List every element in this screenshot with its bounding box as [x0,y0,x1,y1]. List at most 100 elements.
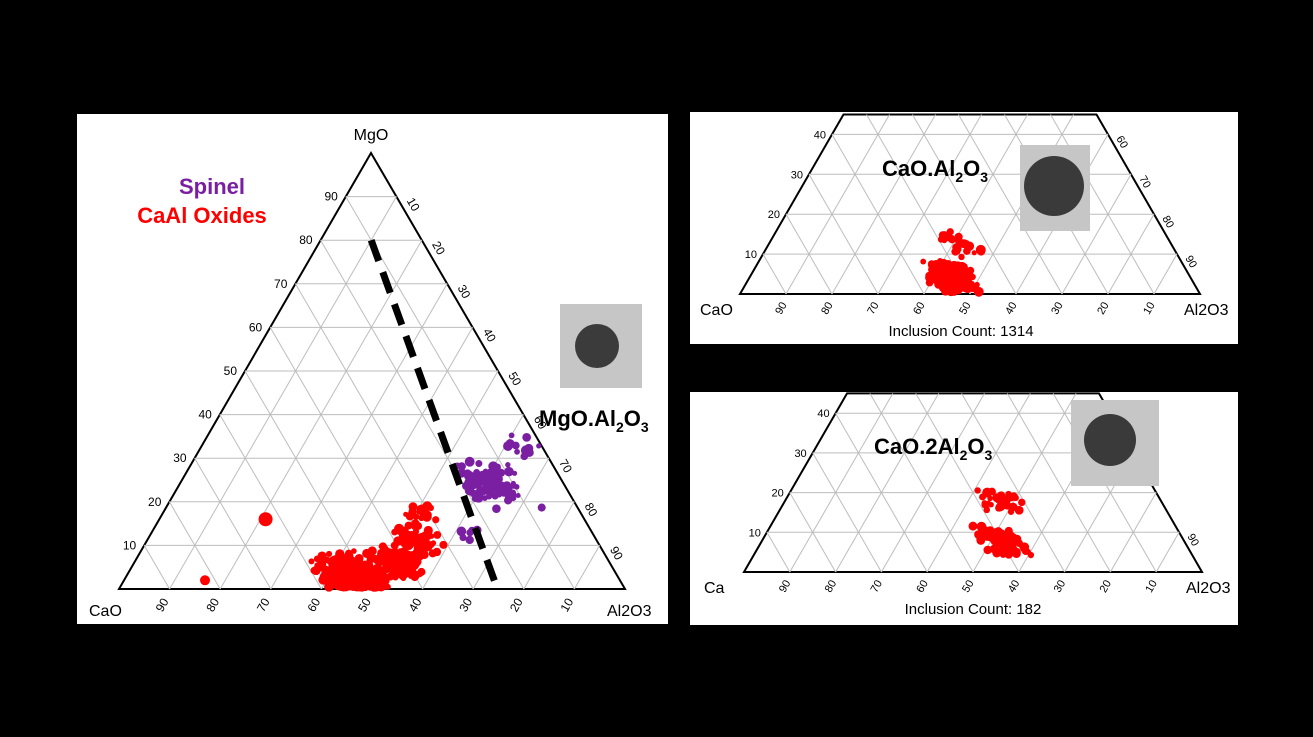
tick-label: 80 [823,578,840,595]
data-point [383,563,391,571]
tick-label: 10 [558,595,577,614]
tick-label: 80 [582,500,601,519]
tick-label: 80 [819,300,836,317]
data-point [338,558,344,564]
tick-label: 10 [1141,300,1158,317]
tick-label: 60 [914,578,931,595]
data-point [318,560,325,566]
tick-label: 10 [749,527,761,539]
grid-line [789,492,837,573]
data-point [1004,549,1014,559]
data-point [347,582,356,591]
cao-2al2o3-zoom-panel: 102030409080706050403020106090 CaO.2Al2O… [688,390,1240,627]
ternary-points [200,432,546,592]
grid-line [880,393,985,573]
tick-label: 70 [274,277,288,291]
data-point [416,571,423,578]
tick-label: 90 [607,544,626,563]
zoom-chart-bottom: 102030409080706050403020106090 CaO.2Al2O… [704,392,1231,618]
data-point [976,536,986,545]
tick-label: 30 [791,169,803,181]
tick-label: 50 [957,300,974,317]
data-point [400,559,411,570]
vertex-label-al2o3: Al2O3 [1184,302,1229,319]
data-point [1010,492,1018,501]
data-point [412,513,420,520]
grid-line [789,393,894,573]
tick-label: 90 [153,595,172,614]
data-point [502,481,512,491]
data-point [971,250,977,256]
tick-label: 60 [1113,134,1130,151]
data-point [989,544,999,554]
data-point [496,468,506,477]
grid-line [1155,532,1180,573]
data-point [417,547,426,557]
data-point [522,432,532,442]
data-point [456,526,467,537]
data-point [405,570,413,577]
data-point [940,231,949,240]
tick-label: 10 [404,195,423,214]
data-point [1018,498,1026,507]
data-point [346,576,354,584]
data-point [981,501,989,509]
data-point [936,279,945,288]
data-point [427,504,434,512]
zoom-points-top [920,228,986,297]
grid-line [785,114,890,295]
data-point [475,460,483,468]
data-point [974,487,981,494]
data-point [995,497,1002,504]
grid-line [1006,393,1111,573]
data-point [350,548,357,554]
data-point [414,522,423,530]
data-point [496,486,504,493]
data-point [317,551,327,561]
tick-label: 10 [123,538,137,552]
tick-label: 80 [1159,214,1176,231]
tick-label: 60 [305,595,324,614]
data-point [512,470,518,476]
grid-line [270,283,448,590]
mgo-al2o3-annotation: MgO.Al2O3 [539,406,649,435]
tick-label: 10 [745,249,757,261]
data-point [491,474,500,483]
tick-label: 70 [254,595,273,614]
data-point [502,488,510,495]
tick-label: 20 [768,209,780,221]
data-point [537,503,546,512]
zoom-points-bottom [968,487,1035,559]
data-point [505,462,511,468]
data-point [504,466,514,477]
data-point [1018,542,1025,549]
dashed-divider-line [367,239,498,583]
data-point [1014,505,1024,515]
data-point [393,562,402,571]
grid-line [1061,174,1132,295]
data-point [389,567,395,573]
data-point [941,269,948,276]
data-point [411,540,417,546]
data-point [433,531,442,539]
data-point [508,432,515,439]
data-point [505,439,515,449]
tick-label: 20 [772,488,784,500]
data-point [429,533,435,539]
tick-label: 40 [406,595,425,614]
grid-line [345,196,575,590]
data-point [370,582,381,592]
data-point [399,548,405,554]
data-point [958,283,964,289]
grid-line [961,393,1066,573]
data-point [389,555,399,565]
data-point [308,558,315,565]
tick-label: 30 [1052,578,1069,595]
tick-label: 90 [773,300,790,317]
grid-line [835,393,940,573]
data-point [951,267,961,276]
data-point [514,448,520,455]
tick-label: 50 [505,370,524,389]
ternary-chart-panel: 10 20 30 40 50 60 70 80 90 10 20 30 40 50 60 70 80 90 90 80… [75,112,670,626]
data-point [1010,542,1017,549]
